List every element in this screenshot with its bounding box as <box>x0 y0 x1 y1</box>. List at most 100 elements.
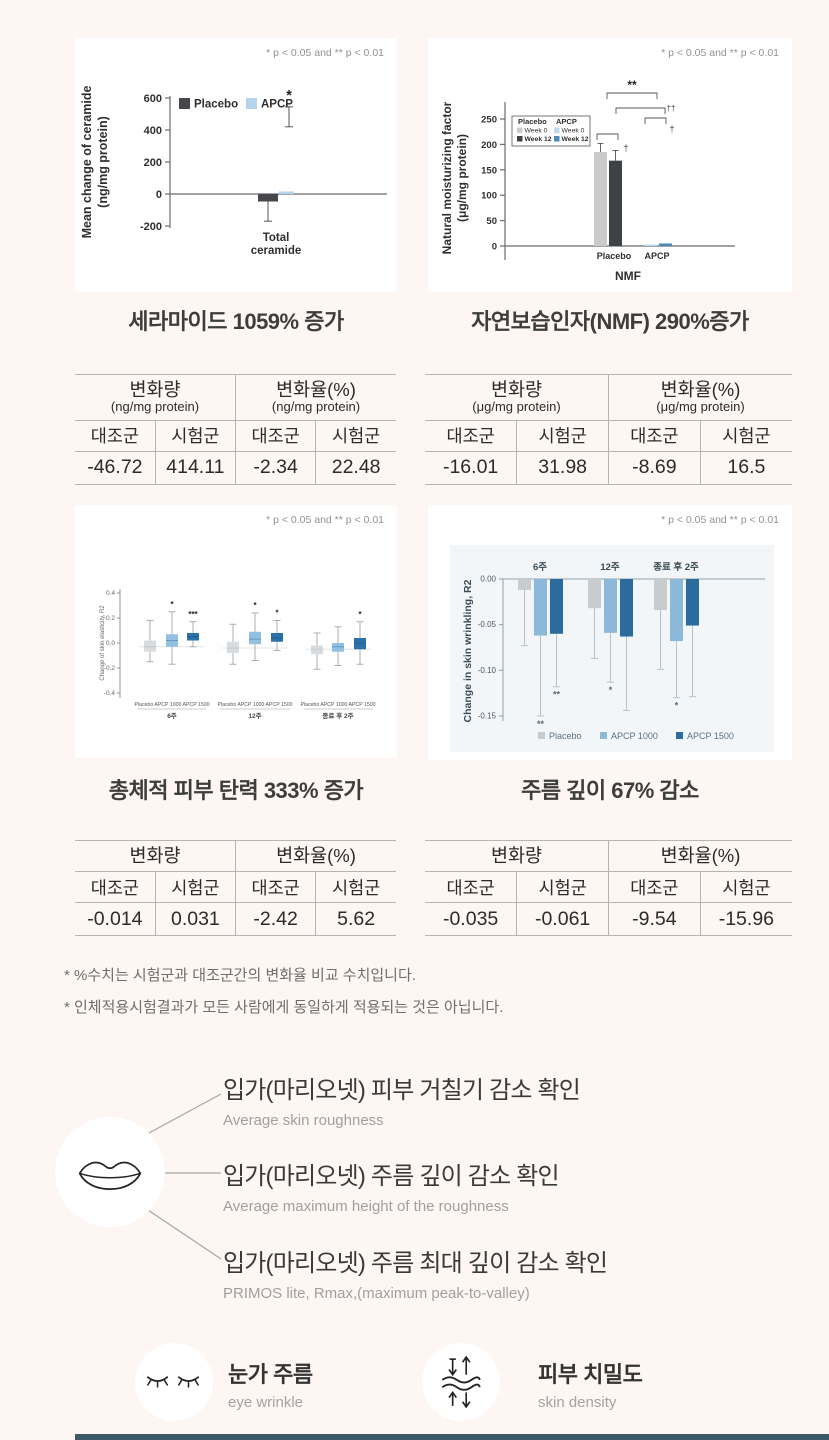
legend-swatch <box>676 732 683 739</box>
box-1 <box>332 643 344 652</box>
table-subheader: 대조군 <box>608 871 701 904</box>
wrinkle-bar-1 <box>534 579 547 636</box>
svg-text:6주: 6주 <box>533 562 547 573</box>
table-value: 31.98 <box>516 451 609 485</box>
connector-line <box>148 1093 222 1134</box>
legend-swatch <box>179 98 190 109</box>
svg-text:0.2: 0.2 <box>106 615 115 622</box>
legend-swatch <box>246 98 257 109</box>
elasticity-chart: 0.4 0.2 0.0 -0.2 -0.4 Change of skin elastici… <box>100 589 376 720</box>
table-value: -0.014 <box>87 907 143 930</box>
wrinkle-bar-2 <box>686 579 699 626</box>
svg-text:APCP: APCP <box>556 117 577 126</box>
significance-note: * p < 0.05 and ** p < 0.01 <box>266 514 384 526</box>
table-group-header: 변화율(%) <box>608 840 792 873</box>
chart-panel-bg <box>450 545 774 752</box>
bar-placebo <box>258 194 278 202</box>
table-group-header: 변화율(%) (ng/mg protein) <box>235 374 396 421</box>
chart-panel-nmf: * p < 0.05 and ** p < 0.01 250 200 150 100 5… <box>428 38 792 292</box>
table-value: 0.031 <box>154 902 236 936</box>
table-value: -15.96 <box>699 902 792 936</box>
svg-text:0: 0 <box>492 242 497 253</box>
legend-swatch <box>554 127 560 133</box>
svg-text:600: 600 <box>144 93 162 105</box>
eye-wrinkle-icon <box>147 1376 200 1388</box>
chart-caption-nmf: 자연보습인자(NMF) 290%증가 <box>471 309 749 334</box>
table-value: -2.34 <box>234 451 316 485</box>
svg-text:Week 0: Week 0 <box>562 128 585 135</box>
svg-text:*: * <box>275 609 279 618</box>
table-subheader: 시험군 <box>699 871 792 904</box>
svg-text:-200: -200 <box>140 221 162 233</box>
lips-finding-item: 입가(마리오넷) 피부 거칠기 감소 확인 Average skin rough… <box>223 1070 581 1129</box>
svg-text:Placebo: Placebo <box>518 117 547 126</box>
table-group-header: 변화량 <box>75 840 236 873</box>
wrinkle-bar-0 <box>588 579 601 609</box>
svg-text:Natural moisturizing factor: Natural moisturizing factor <box>440 101 454 254</box>
svg-text:***: *** <box>188 610 198 619</box>
svg-text:Placebo APCP 1000 APCP 1500: Placebo APCP 1000 APCP 1500 <box>217 702 292 708</box>
table-value: -8.69 <box>608 451 701 485</box>
svg-text:Change of skin elasticity, R2: Change of skin elasticity, R2 <box>100 605 106 681</box>
wrinkle-bar-1 <box>670 579 683 642</box>
table-value: -46.72 <box>87 456 143 479</box>
nmf-chart: 250 200 150 100 50 0 Natural moisturizing fact… <box>440 78 735 283</box>
eye-wrinkle-icon-circle <box>135 1343 213 1421</box>
results-table-nmf: 변화량 (μg/mg protein) 변화율(%) (μg/mg protein) 대… <box>425 374 792 485</box>
svg-text:-0.4: -0.4 <box>104 690 116 697</box>
table-subheader: 대조군 <box>425 420 517 452</box>
legend-box <box>511 115 591 147</box>
svg-text:APCP 1000: APCP 1000 <box>611 731 658 741</box>
badge-subtitle-en: skin density <box>538 1394 617 1411</box>
svg-text:**: ** <box>627 78 637 92</box>
finding-title-ko: 입가(마리오넷) 피부 거칠기 감소 확인 <box>223 1077 581 1104</box>
significance-note: * p < 0.05 and ** p < 0.01 <box>661 514 779 526</box>
footnote: * %수치는 시험군과 대조군간의 변화율 비교 수치입니다. <box>64 967 416 984</box>
svg-text:NMF: NMF <box>615 269 641 283</box>
svg-text:200: 200 <box>481 140 497 151</box>
svg-text:-0.10: -0.10 <box>478 666 497 675</box>
wrinkle-bar-1 <box>604 579 617 633</box>
svg-text:Mean change of ceramide: Mean change of ceramide <box>80 86 94 239</box>
box-0 <box>144 640 156 652</box>
results-table-elasticity: 변화량 변화율(%) 대조군 시험군 대조군 시험군 -0.014 0.031 -2.42 5.6… <box>75 840 396 937</box>
svg-text:종료 후 2주: 종료 후 2주 <box>322 711 353 720</box>
table-subheader: 대조군 <box>75 871 156 904</box>
table-value: 414.11 <box>154 451 236 485</box>
legend-swatch <box>517 136 523 142</box>
svg-text:ceramide: ceramide <box>251 245 302 257</box>
svg-text:Placebo: Placebo <box>194 99 238 111</box>
svg-text:6주: 6주 <box>167 712 177 720</box>
svg-text:Placebo APCP 1000 APCP 1500: Placebo APCP 1000 APCP 1500 <box>134 702 209 708</box>
table-value: 5.62 <box>315 902 396 936</box>
connector-line <box>147 1209 222 1260</box>
table-value: -16.01 <box>442 456 499 479</box>
table-subheader: 대조군 <box>234 420 316 452</box>
svg-text:*: * <box>253 601 257 610</box>
box-0 <box>311 645 323 655</box>
lips-icon <box>78 1161 142 1191</box>
table-subheader: 시험군 <box>516 420 609 452</box>
svg-text:**: ** <box>537 719 545 729</box>
footnotes: * %수치는 시험군과 대조군간의 변화율 비교 수치입니다. * 인체적용시험… <box>64 960 503 1023</box>
svg-text:Placebo: Placebo <box>549 731 582 741</box>
results-table: 변화량 (ng/mg protein) 변화율(%) (ng/mg protein) 대… <box>75 374 396 485</box>
chart-caption-elasticity: 총체적 피부 탄력 333% 증가 <box>108 778 364 803</box>
badge-subtitle-en: eye wrinkle <box>228 1394 304 1411</box>
legend-swatch <box>600 732 607 739</box>
finding-subtitle-en: Average maximum height of the roughness <box>223 1198 509 1215</box>
badges-row: 눈가 주름 eye wrinkle 피부 치밀도 skin density <box>0 1340 829 1435</box>
results-table-ceramide: 변화량 (ng/mg protein) 변화율(%) (ng/mg protein) 대… <box>75 374 396 485</box>
table-group-header: 변화율(%) <box>235 840 396 873</box>
table-group-header: 변화량 (μg/mg protein) <box>425 374 609 421</box>
svg-text:*: * <box>170 600 174 609</box>
results-table-wrinkle: 변화량 변화율(%) 대조군 시험군 대조군 시험군 -0.035 -0.061 -9.54 -1… <box>425 840 792 937</box>
table-group-header: 변화량 <box>425 840 609 873</box>
wrinkle-bar-2 <box>550 579 563 634</box>
ceramide-chart: 600 400 200 0 -200 Mean change of ceramide (ng… <box>80 86 387 257</box>
svg-text:-0.2: -0.2 <box>104 665 116 672</box>
chart-caption-wrinkle: 주름 깊이 67% 감소 <box>521 778 699 803</box>
chart-caption-ceramide: 세라마이드 1059% 증가 <box>128 309 344 334</box>
table-value: 16.5 <box>699 451 792 485</box>
